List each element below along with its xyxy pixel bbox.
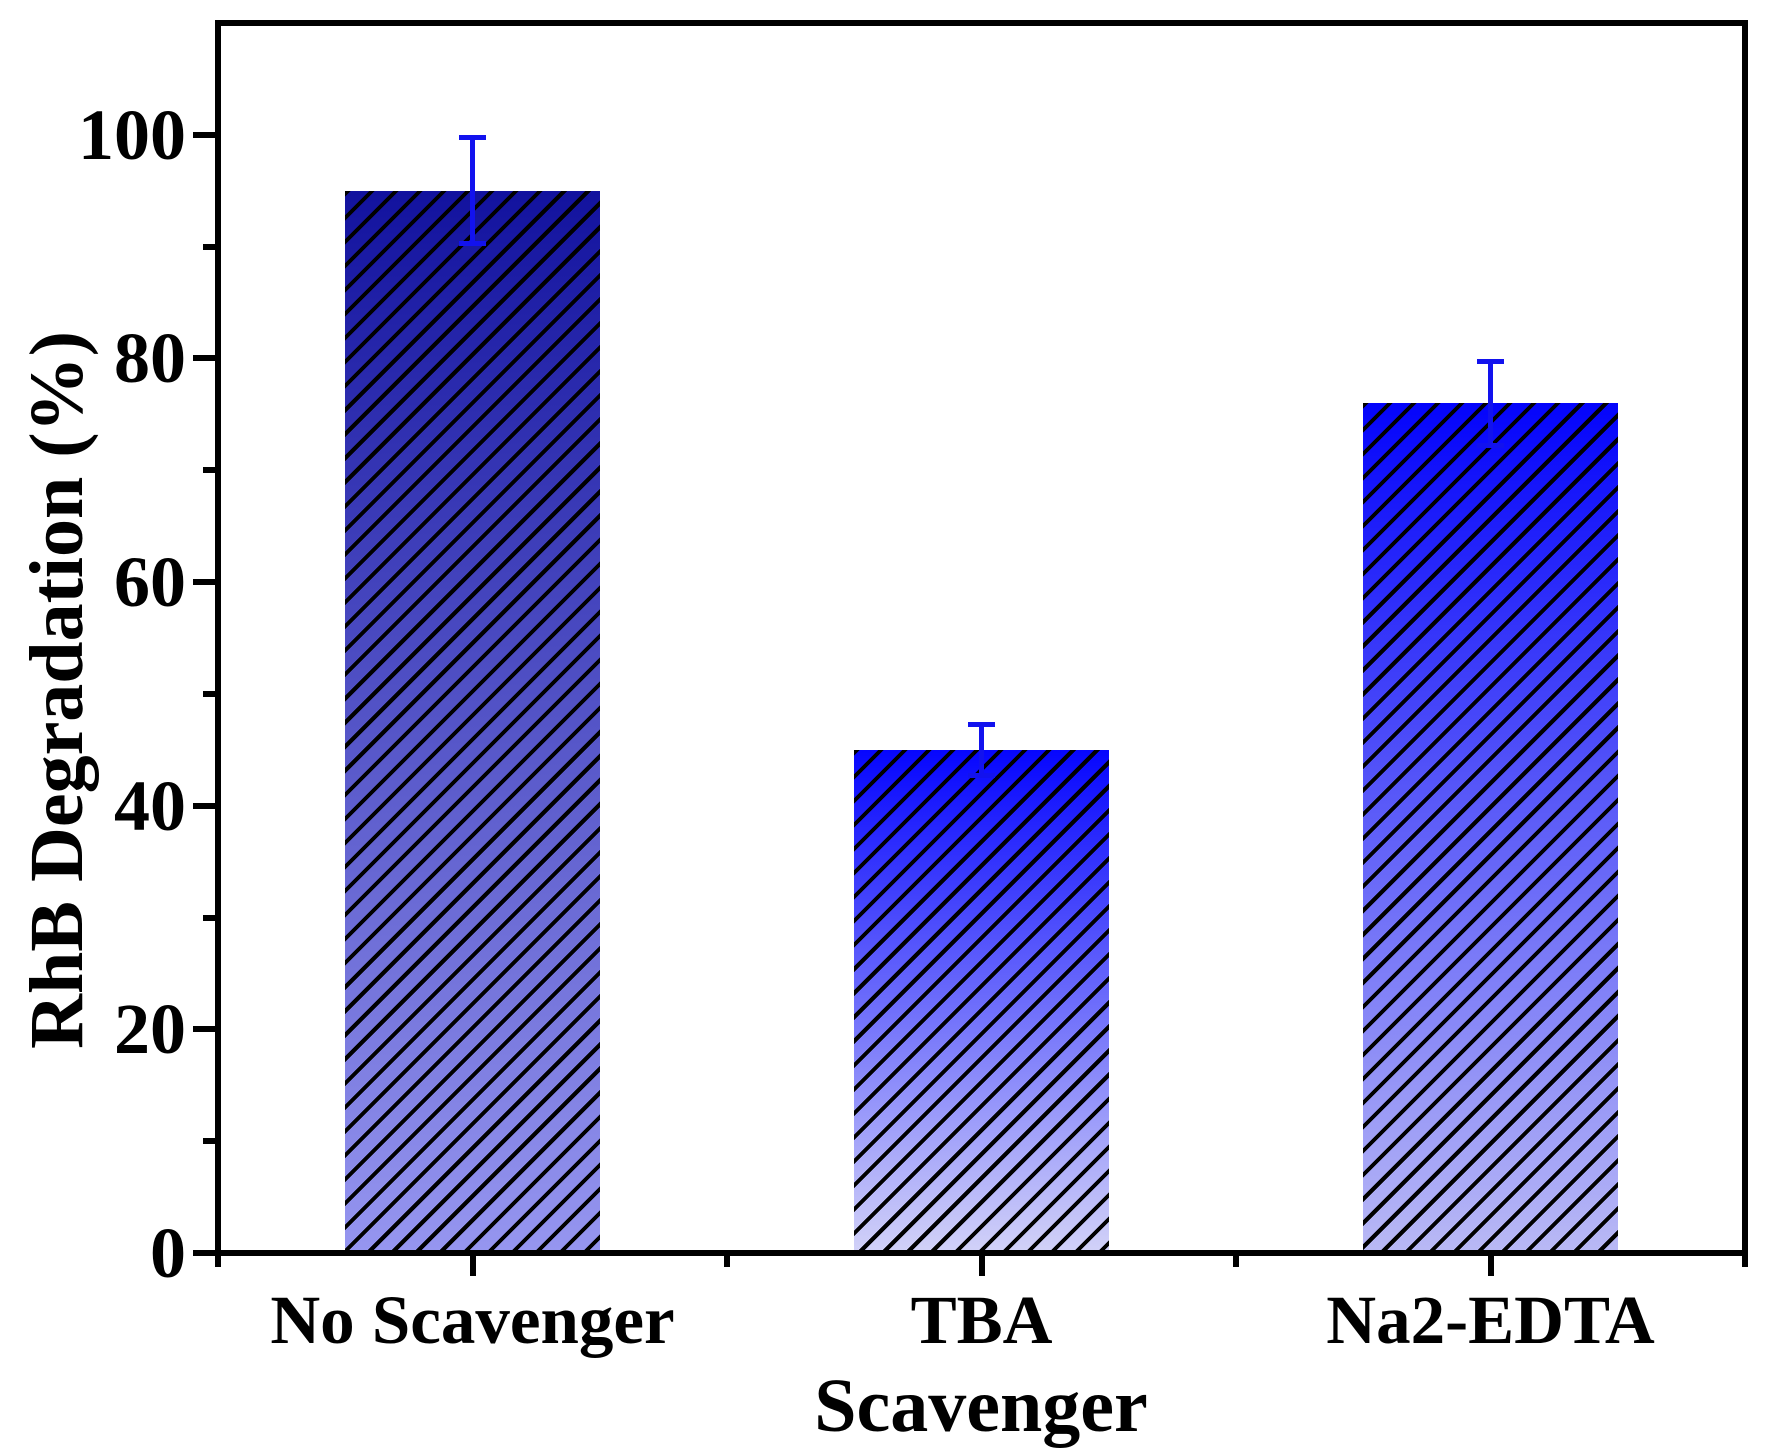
x-tick-label-na2-edta: Na2-EDTA [1326,1282,1655,1358]
y-tick-label: 100 [78,94,186,175]
y-axis-minor-tick [203,467,215,474]
y-tick-label: 0 [150,1213,186,1293]
bar-na2-edta [1363,403,1618,1253]
y-tick-label: 60 [114,542,186,623]
error-bar-bottom-cap-tba [968,772,995,778]
y-axis-major-tick [193,579,215,586]
x-axis-minor-tick [1742,1256,1748,1267]
y-axis-major-tick [193,1250,215,1256]
y-axis-minor-tick [203,1138,215,1145]
error-bar-bottom-cap-na2-edta [1477,442,1504,448]
x-axis-major-tick [978,1256,985,1276]
error-bar-top-cap-na2-edta [1477,358,1504,364]
x-axis-minor-tick [1233,1256,1239,1267]
y-axis-major-tick [193,131,215,138]
bar-no-scavenger [345,190,600,1253]
x-tick-label-no-scavenger: No Scavenger [270,1282,675,1358]
x-axis-minor-tick [215,1256,221,1267]
x-axis-minor-tick [724,1256,730,1267]
error-bar-line-no-scavenger [470,137,475,245]
error-bar-top-cap-tba [968,722,995,728]
y-axis-title: RhB Degradation (%) [15,331,99,1049]
y-tick-label: 20 [114,989,186,1070]
x-axis-major-tick [1487,1256,1494,1276]
x-tick-label-tba: TBA [910,1282,1053,1358]
y-tick-label: 40 [114,765,186,846]
y-axis-major-tick [193,1026,215,1033]
x-axis-major-tick [469,1256,476,1276]
error-bar-bottom-cap-no-scavenger [459,241,486,247]
y-axis-minor-tick [203,243,215,250]
error-bar-line-tba [979,724,984,776]
y-axis-minor-tick [203,914,215,921]
bar-tba [854,749,1109,1253]
error-bar-line-na2-edta [1488,360,1493,446]
y-axis-minor-tick [203,690,215,697]
x-axis-title: Scavenger [814,1364,1148,1448]
y-tick-label: 80 [114,318,186,399]
y-axis-major-tick [193,802,215,809]
error-bar-top-cap-no-scavenger [459,135,486,141]
y-axis-major-tick [193,355,215,362]
